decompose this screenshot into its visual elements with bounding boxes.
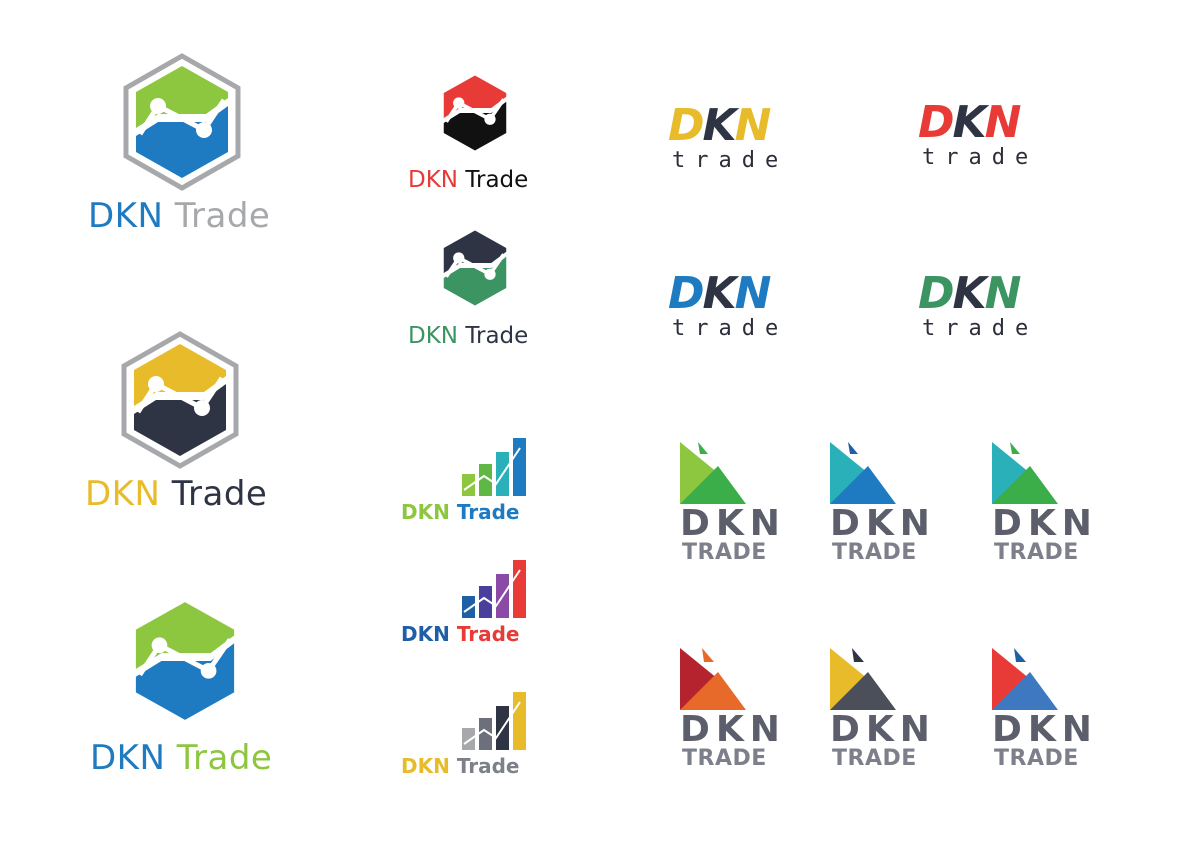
dkn-text: DKN bbox=[992, 503, 1098, 544]
dkn-letter-k: K bbox=[702, 268, 737, 319]
hex-logo-small-1-wordmark: DKN Trade bbox=[408, 167, 528, 193]
dkn-text: DKN bbox=[85, 474, 161, 514]
dkn-letter-k: K bbox=[702, 100, 737, 151]
trade-text: Trade bbox=[456, 622, 520, 646]
hex-logo-large-2-wordmark: DKN Trade bbox=[85, 474, 267, 514]
dkn-letter-d: D bbox=[918, 97, 955, 148]
bar-logo-3 bbox=[460, 690, 530, 752]
hexagon-mark-icon bbox=[121, 331, 239, 469]
dkn-text: DKN bbox=[830, 503, 936, 544]
trade-text: Trade bbox=[456, 500, 520, 524]
bar-chart-icon bbox=[462, 560, 526, 618]
dkn-text: DKN bbox=[680, 503, 786, 544]
hexagon-mark-icon bbox=[135, 602, 235, 720]
triangle-mark-icon bbox=[680, 648, 746, 710]
dkn-text: DKN bbox=[88, 196, 164, 236]
trade-subtitle: trade bbox=[922, 316, 1039, 341]
dkn-text: DKN bbox=[408, 167, 458, 193]
triangle-logo-2: DKN TRADE bbox=[828, 440, 930, 570]
hex-logo-large-2 bbox=[116, 330, 244, 470]
bar-chart-icon bbox=[462, 692, 526, 750]
triangle-mark-icon bbox=[830, 442, 896, 504]
dkn-wordmark-yellow: DKN trade bbox=[668, 104, 828, 174]
hexagon-mark-icon bbox=[443, 230, 507, 306]
trade-subtitle: trade bbox=[672, 148, 789, 173]
hex-logo-large-3 bbox=[130, 600, 240, 722]
triangle-logo-5: DKN TRADE bbox=[828, 646, 930, 776]
hex-logo-large-1 bbox=[118, 52, 246, 192]
trade-text: Trade bbox=[174, 196, 271, 236]
hex-logo-small-2-wordmark: DKN Trade bbox=[408, 323, 528, 349]
dkn-text: DKN bbox=[408, 323, 458, 349]
trade-subtitle: trade bbox=[672, 316, 789, 341]
trade-text: Trade bbox=[456, 754, 520, 778]
dkn-letter-n: N bbox=[734, 268, 772, 319]
bar-logo-3-wordmark: DKN Trade bbox=[401, 754, 520, 778]
triangle-mark-icon bbox=[680, 442, 746, 504]
dkn-letter-n: N bbox=[984, 268, 1022, 319]
triangle-mark-icon bbox=[992, 648, 1058, 710]
hex-logo-small-1 bbox=[440, 74, 510, 152]
trade-text: TRADE bbox=[682, 746, 767, 771]
dkn-text: DKN bbox=[401, 622, 450, 646]
bar-chart-icon bbox=[462, 438, 526, 496]
dkn-wordmark-red: DKN trade bbox=[918, 101, 1078, 171]
dkn-letter-d: D bbox=[918, 268, 955, 319]
dkn-text: DKN bbox=[830, 709, 936, 750]
hex-logo-large-3-wordmark: DKN Trade bbox=[90, 738, 272, 778]
dkn-text: DKN bbox=[401, 500, 450, 524]
trade-text: TRADE bbox=[994, 540, 1079, 565]
triangle-logo-3: DKN TRADE bbox=[990, 440, 1092, 570]
dkn-text: DKN bbox=[992, 709, 1098, 750]
trade-subtitle: trade bbox=[922, 145, 1039, 170]
dkn-letter-n: N bbox=[734, 100, 772, 151]
dkn-wordmark-blue: DKN trade bbox=[668, 272, 828, 342]
dkn-text: DKN bbox=[401, 754, 450, 778]
dkn-letter-d: D bbox=[668, 100, 705, 151]
trade-text: Trade bbox=[465, 167, 529, 193]
dkn-letter-n: N bbox=[984, 97, 1022, 148]
dkn-letter-k: K bbox=[952, 268, 987, 319]
trade-text: TRADE bbox=[832, 540, 917, 565]
trade-text: Trade bbox=[171, 474, 268, 514]
trade-text: TRADE bbox=[994, 746, 1079, 771]
bar-logo-1-wordmark: DKN Trade bbox=[401, 500, 520, 524]
hex-logo-small-2 bbox=[440, 229, 510, 307]
bar-logo-2-wordmark: DKN Trade bbox=[401, 622, 520, 646]
dkn-text: DKN bbox=[680, 709, 786, 750]
triangle-logo-4: DKN TRADE bbox=[678, 646, 780, 776]
dkn-letter-k: K bbox=[952, 97, 987, 148]
hex-logo-large-1-wordmark: DKN Trade bbox=[88, 196, 270, 236]
trade-text: Trade bbox=[465, 323, 529, 349]
bar-logo-1 bbox=[460, 436, 530, 498]
bar-logo-2 bbox=[460, 558, 530, 620]
triangle-mark-icon bbox=[992, 442, 1058, 504]
trade-text: Trade bbox=[176, 738, 273, 778]
dkn-letter-d: D bbox=[668, 268, 705, 319]
trade-text: TRADE bbox=[682, 540, 767, 565]
dkn-text: DKN bbox=[90, 738, 166, 778]
hexagon-mark-icon bbox=[443, 75, 507, 151]
dkn-wordmark-green: DKN trade bbox=[918, 272, 1078, 342]
triangle-mark-icon bbox=[830, 648, 896, 710]
trade-text: TRADE bbox=[832, 746, 917, 771]
hexagon-mark-icon bbox=[123, 53, 241, 191]
triangle-logo-6: DKN TRADE bbox=[990, 646, 1092, 776]
triangle-logo-1: DKN TRADE bbox=[678, 440, 780, 570]
